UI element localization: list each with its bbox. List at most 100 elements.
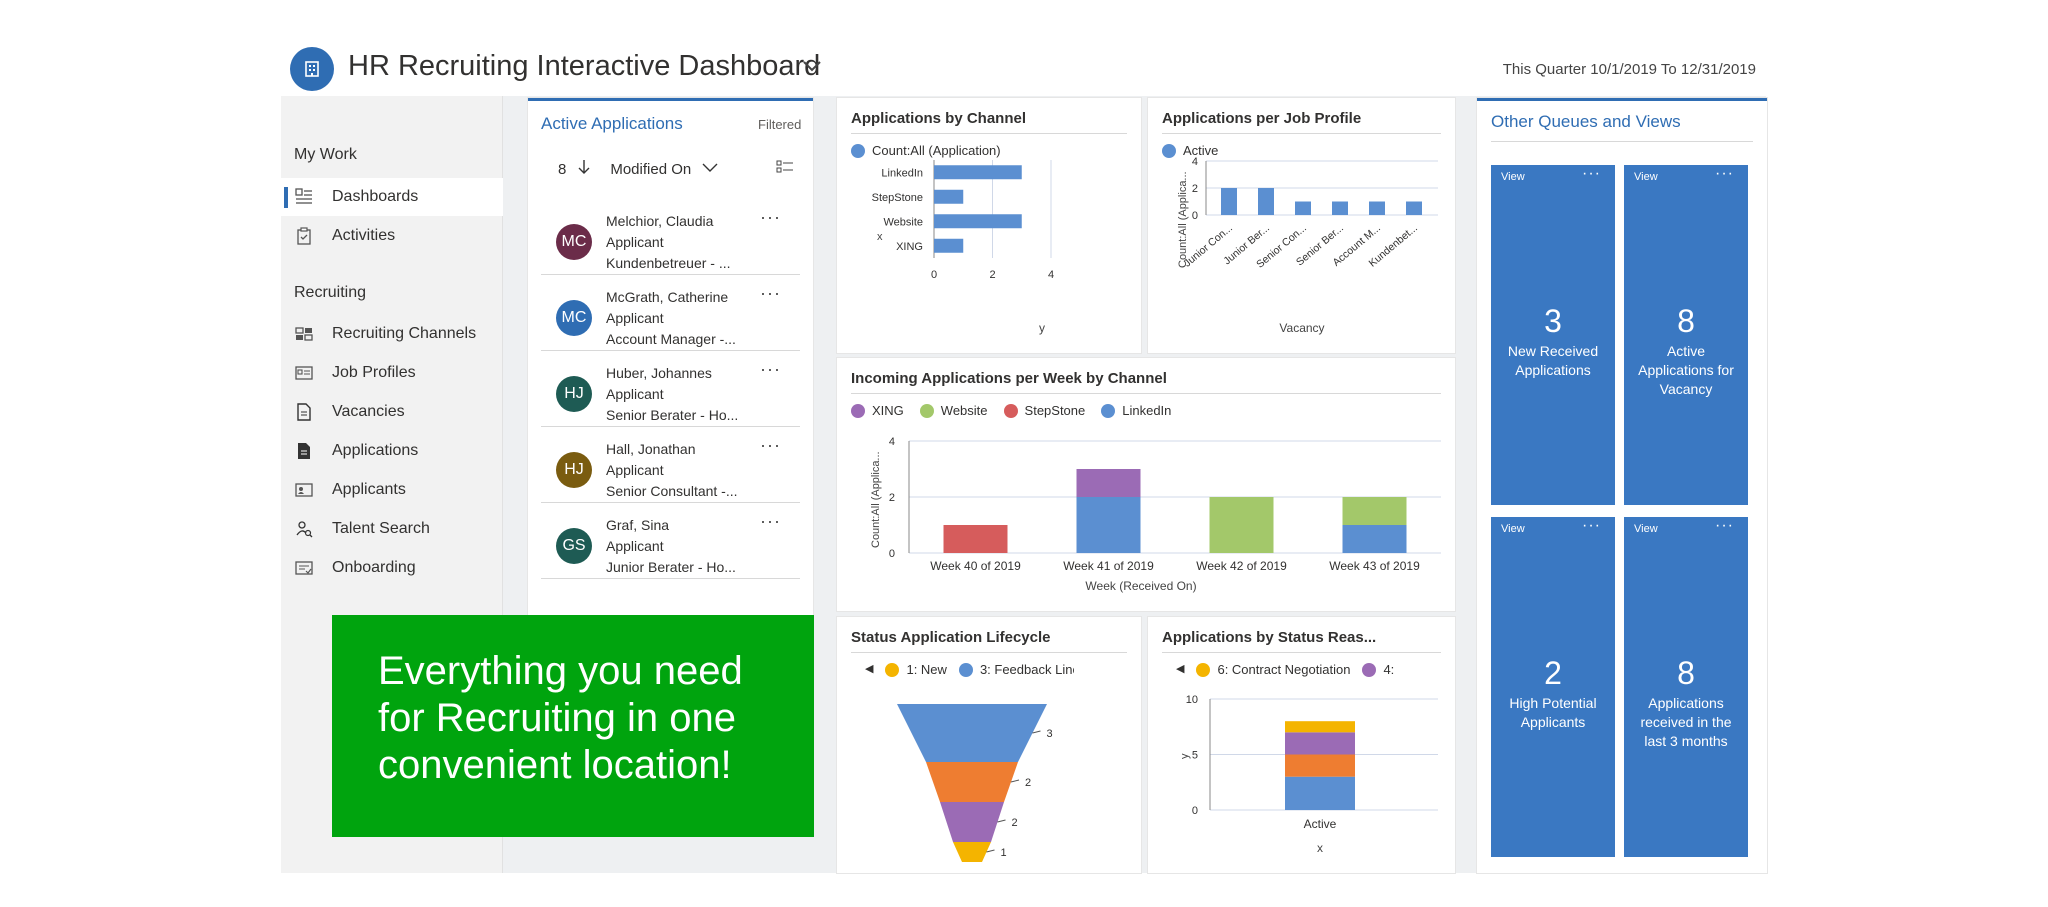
sidebar-item-recruiting-channels[interactable]: Recruiting Channels <box>281 315 503 353</box>
bar-segment <box>1076 469 1141 497</box>
applicant-role: Applicant <box>606 538 664 554</box>
chevron-down-icon[interactable] <box>701 161 719 178</box>
promo-text: Everything you need for Recruiting in on… <box>378 649 743 787</box>
avatar: GS <box>556 528 592 564</box>
legend-item[interactable]: StepStone <box>1003 403 1085 418</box>
legend-swatch <box>1003 403 1018 418</box>
bar <box>934 189 964 204</box>
applicant-position: Senior Consultant -... <box>606 483 738 499</box>
legend-prev-arrow-icon[interactable]: ◀ <box>865 663 874 675</box>
tick-label: 4 <box>1048 269 1054 281</box>
funnel-stage <box>926 762 1018 802</box>
more-options-icon[interactable]: ··· <box>1715 517 1734 534</box>
tick-label: Active <box>1304 817 1337 831</box>
sidebar-item-label: Applicants <box>332 481 406 498</box>
legend-swatch <box>885 662 900 677</box>
legend-item[interactable]: XING <box>851 403 904 418</box>
sidebar-item-onboarding[interactable]: Onboarding <box>281 549 503 587</box>
legend-label: LinkedIn <box>1122 403 1172 418</box>
chart-title: Applications by Status Reas... <box>1162 629 1377 646</box>
clipboard-icon <box>294 226 314 246</box>
legend-item[interactable]: Count:All (Application) <box>851 143 1001 158</box>
sidebar-item-label: Activities <box>332 227 396 244</box>
queues-title[interactable]: Other Queues and Views <box>1491 112 1681 131</box>
applicant-role: Applicant <box>606 386 664 402</box>
legend-label: Active <box>1183 143 1219 158</box>
legend-swatch <box>851 403 865 418</box>
dashboard-title: HR Recruiting Interactive Dashboard <box>348 50 821 82</box>
axis-label-x: x <box>1317 841 1323 855</box>
legend-prev-arrow-icon[interactable]: ◀ <box>1176 663 1185 675</box>
more-options-icon[interactable]: ··· <box>1715 165 1734 182</box>
tick-label: 4 <box>1192 156 1198 168</box>
tick-label: 2 <box>889 492 895 504</box>
tile-value: 2 <box>1544 655 1562 691</box>
chart-card-by-status-reason: Applications by Status Reas... ◀ 6: Cont… <box>1148 617 1455 873</box>
sidebar-item-vacancies[interactable]: Vacancies <box>281 393 503 431</box>
tick-label: 2 <box>1192 183 1198 195</box>
legend-item[interactable]: Website <box>919 403 988 418</box>
sidebar-item-dashboards[interactable]: Dashboards <box>281 178 503 216</box>
sidebar-item-job-profiles[interactable]: Job Profiles <box>281 354 503 392</box>
legend-swatch <box>1362 662 1377 677</box>
legend-item[interactable]: 3: Feedback Line Ma <box>958 662 1074 677</box>
sidebar-item-applications[interactable]: Applications <box>281 432 503 470</box>
legend-item[interactable]: Active <box>1162 143 1218 158</box>
list-item[interactable]: HJ Huber, Johannes Applicant Senior Berate… <box>541 351 800 427</box>
list-item[interactable]: HJ Hall, Jonathan Applicant Senior Consult… <box>541 427 800 503</box>
axis-label-y: Count:All (Applica... <box>870 451 882 548</box>
applicant-role: Applicant <box>606 462 664 478</box>
queue-tile-received-last-3-months[interactable]: View ··· 8 Applications received in the … <box>1624 517 1748 857</box>
application-icon <box>294 441 314 461</box>
more-options-icon[interactable]: ··· <box>1582 165 1601 182</box>
more-options-icon[interactable]: ··· <box>760 283 781 303</box>
sidebar-item-activities[interactable]: Activities <box>281 217 503 255</box>
id-card-icon <box>294 363 314 383</box>
tile-value: 3 <box>1544 303 1562 339</box>
sidebar-item-applicants[interactable]: Applicants <box>281 471 503 509</box>
axis-label-x: y <box>1039 321 1045 335</box>
dashboard-selector-chevron-icon[interactable] <box>800 56 824 76</box>
list-item[interactable]: GS Graf, Sina Applicant Junior Berater - H… <box>541 503 800 579</box>
sidebar-item-label: Vacancies <box>332 403 405 420</box>
tile-view-link[interactable]: View <box>1501 171 1525 183</box>
more-options-icon[interactable]: ··· <box>760 511 781 531</box>
more-options-icon[interactable]: ··· <box>760 359 781 379</box>
list-item[interactable]: MC McGrath, Catherine Applicant Account Ma… <box>541 275 800 351</box>
applicant-name: McGrath, Catherine <box>606 289 729 305</box>
tick-label: 0 <box>1192 210 1198 222</box>
date-range[interactable]: This Quarter 10/1/2019 To 12/31/2019 <box>1502 61 1756 78</box>
tile-label: Applications received in the last 3 mont… <box>1640 695 1732 749</box>
tile-view-link[interactable]: View <box>1634 523 1658 535</box>
view-options-icon[interactable] <box>776 160 794 179</box>
legend-item[interactable]: 1: New <box>885 662 947 677</box>
legend-label: 1: New <box>906 662 947 677</box>
bar-segment <box>1342 497 1407 525</box>
more-options-icon[interactable]: ··· <box>1582 517 1601 534</box>
person-card-icon <box>294 480 314 500</box>
list-item[interactable]: MC Melchior, Claudia Applicant Kundenbetre… <box>541 199 800 275</box>
bar <box>934 214 1022 229</box>
queue-tile-high-potential[interactable]: View ··· 2 High Potential Applicants <box>1491 517 1615 857</box>
leader-line <box>997 819 1006 823</box>
tile-label: New Received Applications <box>1507 343 1599 378</box>
more-options-icon[interactable]: ··· <box>760 207 781 227</box>
chart-card-lifecycle: Status Application Lifecycle ◀ 1: New 3:… <box>837 617 1141 873</box>
sort-direction-icon[interactable] <box>576 158 592 180</box>
axis-label-y: y <box>1179 753 1191 759</box>
active-applications-title[interactable]: Active Applications <box>541 114 683 133</box>
sort-field-label[interactable]: Modified On <box>610 160 692 178</box>
queue-tile-new-received[interactable]: View ··· 3 New Received Applications <box>1491 165 1615 505</box>
sidebar-item-talent-search[interactable]: Talent Search <box>281 510 503 548</box>
axis-label-y: Count:All (Applica... <box>1177 171 1189 268</box>
sort-control[interactable]: 8 Modified On <box>558 158 719 180</box>
queue-tile-active-for-vacancy[interactable]: View ··· 8 Active Applications for Vacan… <box>1624 165 1748 505</box>
person-search-icon <box>294 519 314 539</box>
more-options-icon[interactable]: ··· <box>760 435 781 455</box>
tile-view-link[interactable]: View <box>1501 523 1525 535</box>
legend-item[interactable]: 4: <box>1362 662 1394 677</box>
legend-item[interactable]: 6: Contract Negotiation <box>1196 662 1350 677</box>
tick-label: 4 <box>889 436 895 448</box>
legend-item[interactable]: LinkedIn <box>1101 403 1171 418</box>
tile-view-link[interactable]: View <box>1634 171 1658 183</box>
